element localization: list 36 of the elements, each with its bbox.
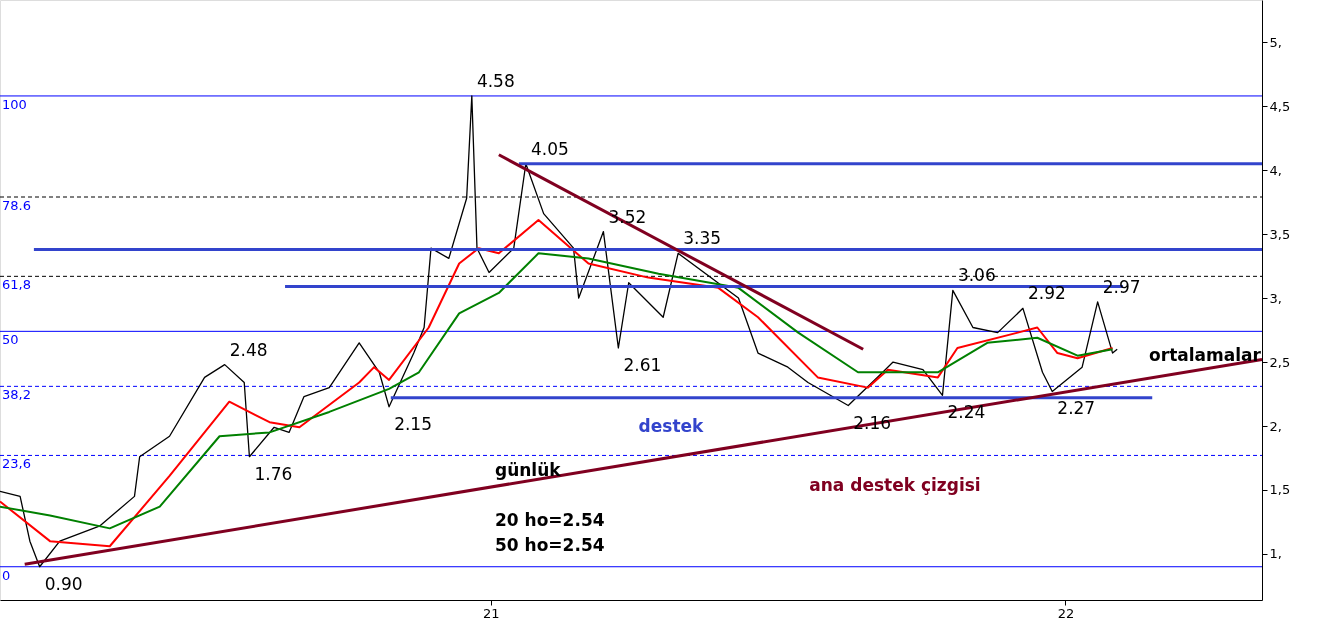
y-tick-label: 2,5 <box>1269 354 1291 370</box>
annotation: 2.48 <box>229 339 268 360</box>
annotation: 3.35 <box>683 228 722 249</box>
annotation: 0.90 <box>44 573 83 594</box>
annotation: 4.05 <box>530 138 569 159</box>
annotation: 50 ho=2.54 <box>495 535 605 555</box>
annotation: 50 <box>2 332 19 348</box>
annotation: destek <box>638 416 705 436</box>
annotation: 20 ho=2.54 <box>495 510 605 530</box>
annotation: 3.06 <box>957 265 996 286</box>
annotation: 100 <box>2 96 27 112</box>
annotation: 4.58 <box>476 70 515 91</box>
annotation: 38,2 <box>2 387 31 403</box>
annotation: ortalamalar <box>1149 345 1262 365</box>
y-tick-label: 1,5 <box>1269 482 1291 498</box>
x-tick-label: 21 <box>483 605 500 621</box>
y-tick-label: 4, <box>1269 162 1282 178</box>
annotation: ana destek çizgisi <box>809 475 981 495</box>
annotation: 78.6 <box>2 198 31 214</box>
y-tick-label: 3, <box>1269 290 1282 306</box>
annotation: 2.27 <box>1057 398 1096 419</box>
annotation: 23,6 <box>2 456 31 472</box>
annotation: 2.61 <box>623 354 662 375</box>
y-tick-label: 1, <box>1269 546 1282 562</box>
annotation: 2.15 <box>394 413 432 434</box>
y-tick-label: 4,5 <box>1269 98 1291 114</box>
x-tick-label: 22 <box>1057 605 1075 621</box>
annotation: 2.97 <box>1102 276 1141 297</box>
annotation: 2.92 <box>1028 283 1066 304</box>
annotation: 61,8 <box>2 277 31 293</box>
annotation: 1.76 <box>254 463 293 484</box>
y-tick-label: 3,5 <box>1269 226 1291 242</box>
annotation: 0 <box>2 567 11 583</box>
annotation: günlük <box>495 460 562 480</box>
y-tick-label: 2, <box>1269 418 1282 434</box>
y-tick-label: 5, <box>1269 34 1282 50</box>
